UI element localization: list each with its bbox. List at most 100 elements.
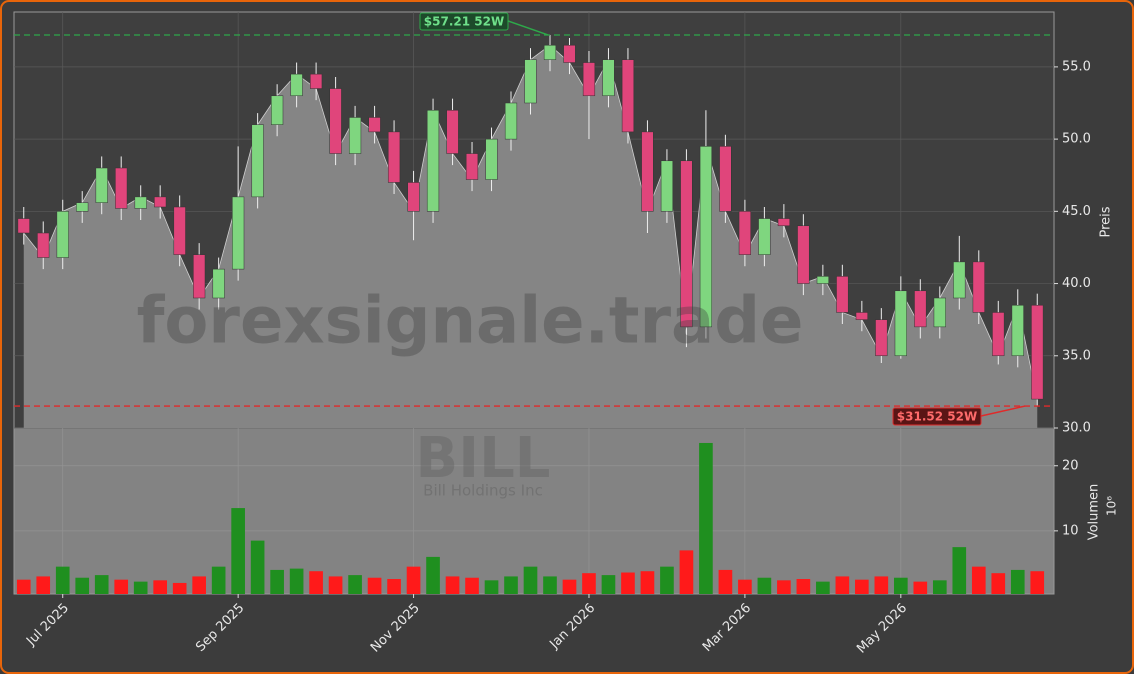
annotation-label: $31.52 52W bbox=[897, 410, 977, 424]
candle-body bbox=[680, 160, 693, 328]
annotation-box bbox=[892, 407, 982, 426]
candle-body bbox=[797, 225, 810, 284]
volume-bar bbox=[640, 571, 655, 594]
candle-body bbox=[933, 297, 946, 328]
candle-body bbox=[37, 232, 50, 258]
candle-body bbox=[232, 196, 245, 270]
volume-bar bbox=[679, 550, 694, 594]
price-area bbox=[23, 45, 1038, 428]
candle-body bbox=[368, 117, 381, 133]
candle-body bbox=[602, 59, 615, 97]
volume-bar bbox=[543, 576, 557, 594]
volume-bar bbox=[484, 580, 499, 594]
candle-body bbox=[836, 276, 849, 313]
candle-body bbox=[17, 218, 30, 234]
y-tick-label: 50.0 bbox=[1062, 132, 1091, 147]
volume-bar bbox=[211, 566, 226, 594]
candle-body bbox=[524, 59, 537, 104]
candle-body bbox=[816, 276, 829, 284]
volume-bar bbox=[36, 576, 51, 594]
volume-bar bbox=[874, 576, 889, 594]
candle-body bbox=[738, 211, 751, 255]
volume-bar bbox=[367, 577, 382, 594]
volume-bar bbox=[504, 576, 518, 594]
candle-body bbox=[621, 59, 635, 133]
volume-bar bbox=[562, 579, 577, 594]
volume-bar bbox=[270, 569, 284, 594]
volume-bar bbox=[835, 576, 850, 594]
candle-body bbox=[777, 218, 790, 227]
candle-body bbox=[251, 124, 264, 198]
volume-bar bbox=[932, 580, 947, 594]
volume-bar bbox=[1010, 569, 1025, 594]
company-watermark: Bill Holdings Inc bbox=[423, 482, 543, 500]
volume-bar bbox=[309, 571, 323, 594]
volume-bar bbox=[601, 575, 616, 594]
volume-bar bbox=[816, 581, 830, 594]
volume-bar bbox=[465, 577, 479, 594]
candle-body bbox=[972, 261, 985, 313]
candle-body bbox=[504, 102, 518, 140]
volume-bar bbox=[231, 508, 245, 594]
y-tick-label: 45.0 bbox=[1062, 204, 1091, 219]
volume-bar bbox=[660, 566, 674, 594]
volume-bar bbox=[1030, 571, 1045, 594]
annotation-arrow bbox=[980, 405, 1026, 417]
candle-body bbox=[193, 254, 206, 299]
candle-body bbox=[719, 146, 732, 212]
volume-bar bbox=[250, 540, 265, 594]
y-tick-label: 10 bbox=[1062, 523, 1079, 538]
volume-bar bbox=[621, 572, 635, 594]
candle-body bbox=[875, 319, 888, 357]
candle-body bbox=[465, 153, 479, 180]
volume-bar bbox=[94, 575, 109, 594]
volume-bar bbox=[133, 581, 148, 594]
volume-bar bbox=[192, 576, 206, 594]
candle-body bbox=[699, 146, 713, 328]
annotation-arrow bbox=[507, 20, 549, 36]
volume-bar bbox=[796, 579, 811, 594]
candle-body bbox=[953, 261, 966, 299]
price-axis-label: Preis bbox=[1099, 206, 1114, 237]
volume-bar bbox=[991, 573, 1006, 594]
candle-body bbox=[348, 117, 362, 154]
volume-bar bbox=[582, 573, 596, 594]
candle-body bbox=[894, 290, 907, 357]
candle-body bbox=[758, 218, 771, 255]
annotation-box bbox=[419, 12, 509, 31]
volume-bar bbox=[738, 579, 752, 594]
volume-bar bbox=[445, 576, 460, 594]
candle-body bbox=[310, 73, 323, 89]
y-tick-label: 55.0 bbox=[1062, 59, 1091, 74]
volume-bar bbox=[55, 566, 70, 594]
y-tick-label: 35.0 bbox=[1062, 348, 1091, 363]
volume-bar bbox=[699, 442, 713, 594]
y-tick-label: 20 bbox=[1062, 458, 1079, 473]
symbol-watermark: BILL bbox=[416, 426, 551, 491]
volume-bar bbox=[387, 579, 401, 594]
volume-bar bbox=[426, 556, 440, 594]
candle-body bbox=[154, 196, 167, 208]
volume-bar bbox=[913, 581, 928, 594]
candle-body bbox=[543, 44, 557, 60]
y-tick-label: 40.0 bbox=[1062, 276, 1091, 291]
volume-axis-label: Volumen bbox=[1087, 484, 1102, 541]
candle-body bbox=[76, 202, 89, 212]
candle-body bbox=[115, 167, 128, 209]
candle-body bbox=[407, 182, 420, 212]
annotation-label: $57.21 52W bbox=[424, 15, 504, 29]
volume-bar bbox=[348, 575, 362, 594]
candle-body bbox=[329, 88, 342, 154]
volume-bar bbox=[777, 580, 791, 594]
candle-body bbox=[641, 131, 654, 212]
candle-body bbox=[563, 44, 576, 63]
volume-bar bbox=[75, 577, 90, 594]
candle-body bbox=[387, 131, 401, 183]
candle-body bbox=[855, 312, 868, 320]
volume-bar bbox=[172, 582, 187, 594]
watermark: forexsignale.trade bbox=[137, 285, 804, 359]
candle-body bbox=[582, 62, 596, 97]
candle-body bbox=[290, 73, 303, 97]
volume-bar bbox=[289, 568, 304, 594]
